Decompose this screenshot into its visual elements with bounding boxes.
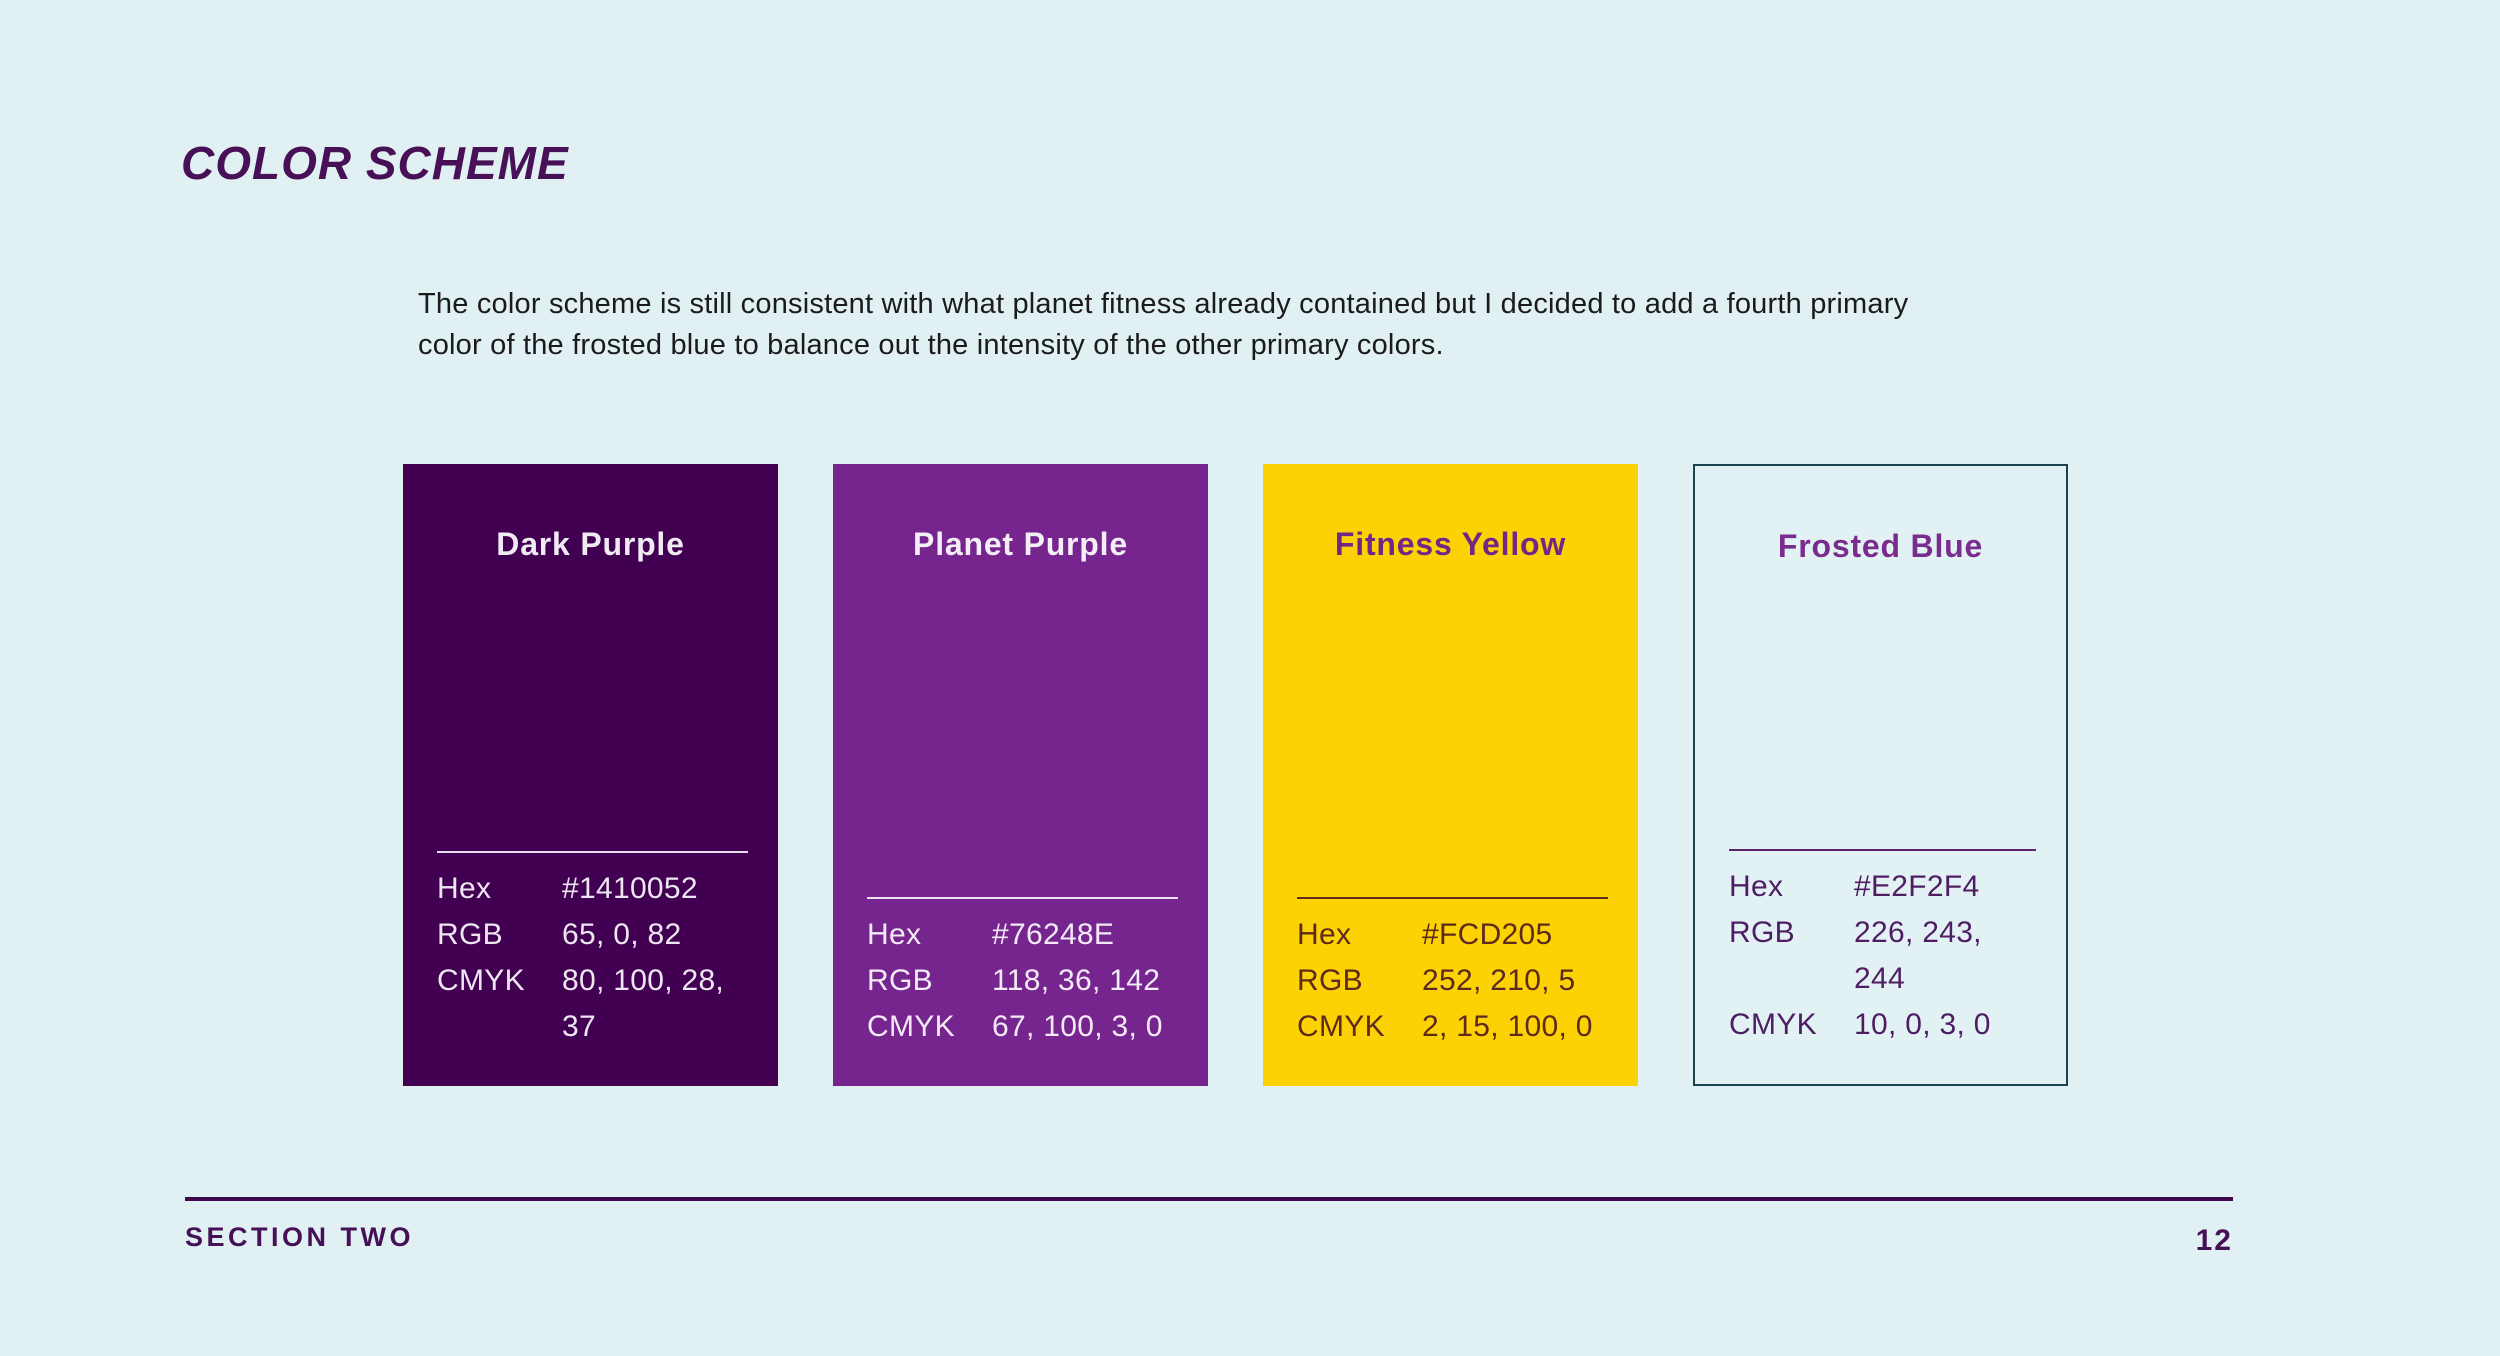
cmyk-row: CMYK 2, 15, 100, 0 xyxy=(1297,1004,1608,1050)
swatch-divider xyxy=(1729,849,2036,851)
rgb-row: RGB 65, 0, 82 xyxy=(437,912,748,958)
hex-value: #FCD205 xyxy=(1422,918,1553,951)
swatch-name: Planet Purple xyxy=(913,526,1128,562)
swatch-specs: Hex #FCD205 RGB 252, 210, 5 CMYK 2, 15, … xyxy=(1297,897,1608,1050)
rgb-row: RGB 252, 210, 5 xyxy=(1297,958,1608,1004)
intro-line-2: color of the frosted blue to balance out… xyxy=(418,329,1444,361)
hex-label: Hex xyxy=(867,918,922,951)
rgb-value: 65, 0, 82 xyxy=(562,918,682,951)
swatch-name: Dark Purple xyxy=(496,526,685,562)
swatch-card-fitness-yellow: Fitness Yellow Hex #FCD205 RGB 252, 210,… xyxy=(1263,464,1638,1086)
cmyk-value: 10, 0, 3, 0 xyxy=(1854,1008,1991,1041)
hex-row: Hex #FCD205 xyxy=(1297,912,1608,958)
hex-label: Hex xyxy=(1297,918,1352,951)
swatch-name: Fitness Yellow xyxy=(1334,526,1567,562)
rgb-value: 226, 243, 244 xyxy=(1854,916,1982,995)
page-title: COLOR SCHEME xyxy=(181,137,569,189)
rgb-label: RGB xyxy=(867,964,933,997)
footer-page-number: 12 xyxy=(2195,1224,2233,1257)
hex-row: Hex #76248E xyxy=(867,912,1178,958)
swatch-row: Dark Purple Hex #1410052 RGB 65, 0, 82 C… xyxy=(403,464,2068,1086)
intro-line-1: The color scheme is still consistent wit… xyxy=(418,288,1909,320)
rgb-label: RGB xyxy=(1297,964,1363,997)
swatch-specs: Hex #76248E RGB 118, 36, 142 CMYK 67, 10… xyxy=(867,897,1178,1050)
hex-value: #E2F2F4 xyxy=(1854,870,1980,903)
rgb-row: RGB 118, 36, 142 xyxy=(867,958,1178,1004)
rgb-row: RGB 226, 243, 244 xyxy=(1729,910,2036,1002)
cmyk-label: CMYK xyxy=(1297,1010,1385,1043)
swatch-specs: Hex #E2F2F4 RGB 226, 243, 244 CMYK 10, 0… xyxy=(1729,849,2036,1048)
intro-paragraph: The color scheme is still consistent wit… xyxy=(418,284,1908,366)
swatch-card-planet-purple: Planet Purple Hex #76248E RGB 118, 36, 1… xyxy=(833,464,1208,1086)
swatch-card-frosted-blue: Frosted Blue Hex #E2F2F4 RGB 226, 243, 2… xyxy=(1693,464,2068,1086)
cmyk-value: 80, 100, 28, 37 xyxy=(562,964,725,1043)
cmyk-row: CMYK 80, 100, 28, 37 xyxy=(437,958,748,1050)
cmyk-row: CMYK 67, 100, 3, 0 xyxy=(867,1004,1178,1050)
hex-row: Hex #E2F2F4 xyxy=(1729,864,2036,910)
cmyk-label: CMYK xyxy=(867,1010,955,1043)
swatch-divider xyxy=(867,897,1178,899)
hex-label: Hex xyxy=(437,872,492,905)
hex-value: #1410052 xyxy=(562,872,698,905)
footer-divider xyxy=(185,1197,2233,1201)
cmyk-label: CMYK xyxy=(437,964,525,997)
rgb-label: RGB xyxy=(1729,916,1795,949)
cmyk-row: CMYK 10, 0, 3, 0 xyxy=(1729,1002,2036,1048)
hex-row: Hex #1410052 xyxy=(437,866,748,912)
swatch-name: Frosted Blue xyxy=(1777,528,1984,564)
hex-value: #76248E xyxy=(992,918,1115,951)
rgb-value: 118, 36, 142 xyxy=(992,964,1161,997)
rgb-label: RGB xyxy=(437,918,503,951)
swatch-card-dark-purple: Dark Purple Hex #1410052 RGB 65, 0, 82 C… xyxy=(403,464,778,1086)
rgb-value: 252, 210, 5 xyxy=(1422,964,1576,997)
swatch-specs: Hex #1410052 RGB 65, 0, 82 CMYK 80, 100,… xyxy=(437,851,748,1050)
cmyk-label: CMYK xyxy=(1729,1008,1817,1041)
cmyk-value: 2, 15, 100, 0 xyxy=(1422,1010,1593,1043)
footer-section-label: SECTION TWO xyxy=(185,1222,414,1252)
swatch-divider xyxy=(437,851,748,853)
cmyk-value: 67, 100, 3, 0 xyxy=(992,1010,1163,1043)
swatch-divider xyxy=(1297,897,1608,899)
hex-label: Hex xyxy=(1729,870,1784,903)
